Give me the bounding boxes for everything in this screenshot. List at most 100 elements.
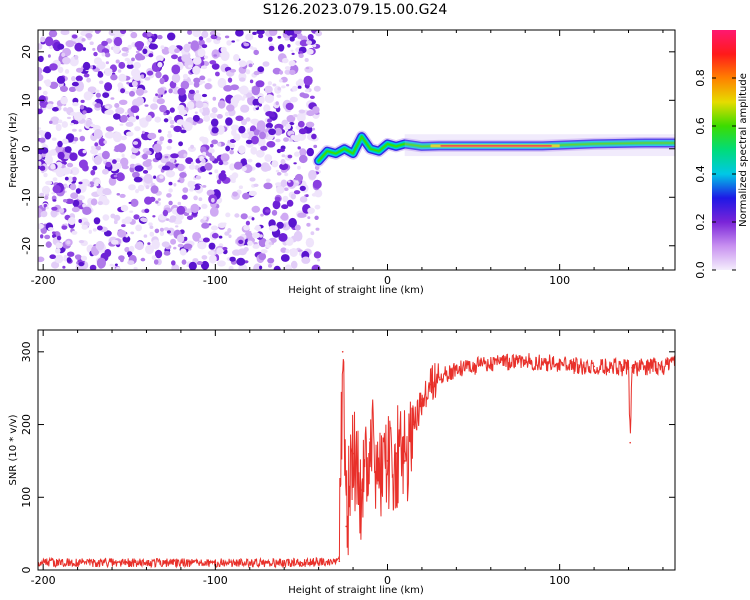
- noise-speckle: [70, 183, 77, 191]
- noise-speckle: [280, 215, 285, 220]
- noise-speckle: [194, 111, 198, 114]
- noise-speckle: [224, 231, 230, 236]
- noise-speckle: [58, 119, 63, 124]
- noise-speckle: [278, 79, 283, 83]
- noise-speckle: [134, 165, 144, 172]
- spectrogram-signal-track: [312, 130, 675, 167]
- noise-speckle: [301, 256, 311, 264]
- noise-speckle: [195, 100, 204, 109]
- noise-speckle: [157, 94, 162, 99]
- noise-speckle: [201, 93, 208, 98]
- noise-speckle: [55, 145, 64, 154]
- noise-speckle: [217, 222, 227, 229]
- noise-speckle: [271, 209, 278, 216]
- noise-speckle: [126, 64, 134, 69]
- noise-speckle: [216, 247, 224, 255]
- noise-speckle: [247, 240, 253, 246]
- noise-speckle: [89, 41, 94, 45]
- noise-speckle: [199, 244, 206, 250]
- noise-speckle: [126, 60, 133, 65]
- noise-speckle: [245, 69, 251, 75]
- noise-speckle: [159, 227, 164, 232]
- noise-speckle: [263, 104, 271, 113]
- noise-speckle: [90, 169, 96, 176]
- noise-speckle: [275, 196, 281, 202]
- noise-speckle: [299, 196, 308, 203]
- noise-speckle: [204, 162, 213, 171]
- noise-speckle: [264, 154, 273, 162]
- noise-speckle: [56, 235, 62, 241]
- noise-speckle: [131, 57, 135, 62]
- noise-speckle: [129, 90, 135, 97]
- noise-speckle: [267, 257, 275, 264]
- colorbar-bar: [712, 30, 736, 270]
- noise-speckle: [201, 203, 208, 209]
- noise-speckle: [62, 138, 69, 145]
- noise-speckle: [93, 217, 101, 225]
- noise-speckle: [207, 250, 215, 256]
- noise-speckle: [228, 265, 234, 270]
- noise-speckle: [239, 85, 249, 95]
- noise-speckle: [275, 138, 281, 143]
- y-tick-label: -20: [20, 237, 33, 255]
- noise-speckle: [285, 237, 294, 246]
- snr-point: [352, 452, 354, 455]
- noise-speckle: [101, 52, 106, 57]
- noise-speckle: [255, 80, 265, 88]
- noise-speckle: [61, 52, 66, 57]
- noise-speckle: [134, 41, 145, 49]
- noise-speckle: [61, 167, 72, 175]
- noise-speckle: [111, 239, 119, 245]
- noise-speckle: [60, 30, 70, 36]
- noise-speckle: [78, 129, 82, 132]
- noise-speckle: [287, 180, 291, 183]
- noise-speckle: [80, 99, 85, 103]
- snr-point: [455, 369, 458, 371]
- noise-speckle: [38, 127, 42, 130]
- noise-speckle: [70, 167, 80, 176]
- noise-speckle: [77, 195, 86, 201]
- noise-speckle: [251, 232, 261, 239]
- noise-speckle: [179, 172, 187, 178]
- noise-speckle: [315, 227, 320, 231]
- noise-speckle: [241, 166, 247, 172]
- noise-speckle: [232, 191, 238, 197]
- noise-speckle: [87, 183, 91, 187]
- noise-speckle: [229, 150, 234, 155]
- noise-speckle: [63, 107, 68, 112]
- noise-speckle: [78, 219, 82, 223]
- noise-speckle: [179, 248, 187, 256]
- noise-speckle: [202, 80, 206, 84]
- x-tick-label: 0: [384, 574, 391, 587]
- noise-speckle: [52, 199, 57, 202]
- noise-speckle: [144, 104, 149, 107]
- noise-speckle: [259, 265, 263, 270]
- noise-speckle: [185, 157, 194, 165]
- noise-speckle: [213, 54, 218, 57]
- noise-speckle: [147, 70, 154, 76]
- noise-speckle: [44, 131, 52, 140]
- noise-speckle: [170, 125, 175, 128]
- noise-speckle: [297, 165, 301, 170]
- noise-speckle: [282, 195, 289, 203]
- noise-speckle: [175, 225, 179, 228]
- noise-speckle: [181, 54, 190, 62]
- noise-speckle: [294, 224, 301, 231]
- noise-speckle: [240, 104, 250, 113]
- noise-speckle: [65, 185, 70, 188]
- noise-speckle: [265, 209, 271, 213]
- noise-speckle: [138, 55, 146, 61]
- noise-speckle: [159, 136, 165, 142]
- noise-speckle: [317, 259, 321, 262]
- noise-speckle: [117, 229, 127, 238]
- noise-speckle: [245, 139, 253, 145]
- noise-speckle: [184, 122, 193, 132]
- noise-speckle: [104, 52, 111, 58]
- noise-speckle: [306, 147, 314, 157]
- noise-speckle: [153, 143, 162, 153]
- noise-speckle: [177, 87, 186, 96]
- noise-speckle: [306, 48, 314, 55]
- noise-speckle: [178, 109, 188, 116]
- noise-speckle: [210, 225, 219, 231]
- noise-speckle: [260, 249, 268, 254]
